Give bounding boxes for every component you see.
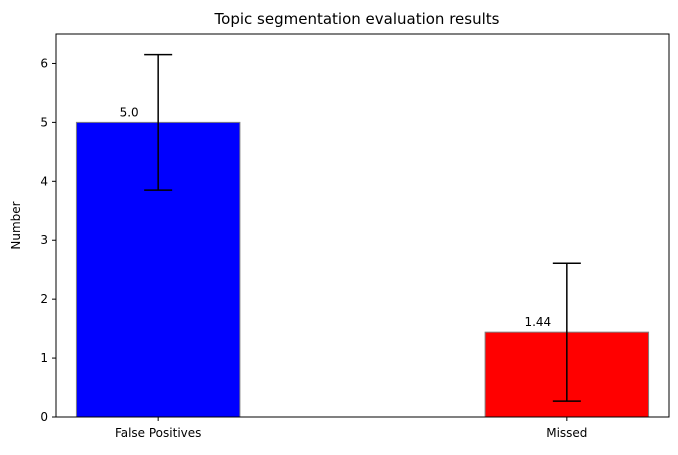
y-tick-label: 4: [40, 174, 48, 188]
y-axis-label: Number: [9, 201, 23, 249]
y-tick-label: 0: [40, 410, 48, 424]
data-label: 1.44: [524, 315, 551, 329]
axes-frame: [55, 33, 670, 418]
y-tick-label: 1: [40, 351, 48, 365]
chart-title: Topic segmentation evaluation results: [214, 10, 500, 28]
y-tick-label: 5: [40, 115, 48, 129]
x-tick-label: Missed: [546, 426, 587, 440]
y-tick-label: 3: [40, 233, 48, 247]
plot-area: 0 1 2 3 4 5 6 5.0 False Positives 1.44 Missed: [40, 33, 670, 440]
data-label: 5.0: [120, 105, 139, 119]
x-tick-label: False Positives: [115, 426, 201, 440]
y-tick-label: 6: [40, 56, 48, 70]
y-tick-label: 2: [40, 292, 48, 306]
